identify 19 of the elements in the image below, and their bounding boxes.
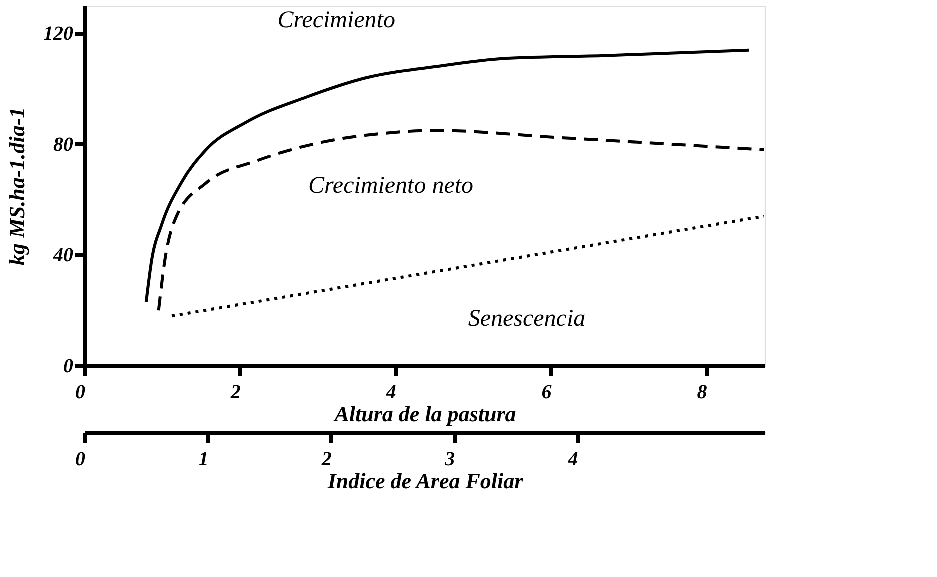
annotation: Crecimiento neto xyxy=(308,173,474,199)
x2-tick-label: 2 xyxy=(320,448,332,470)
x-axis-title: Altura de la pastura xyxy=(332,402,516,426)
y-tick-label: 0 xyxy=(64,356,74,378)
y-tick-label: 40 xyxy=(52,244,74,267)
x2-tick-label: 1 xyxy=(198,448,209,470)
line-series xyxy=(144,48,751,304)
x-tick-label: 8 xyxy=(697,382,708,404)
x-tick-label: 4 xyxy=(385,382,396,404)
y-tick-label: 80 xyxy=(54,134,74,156)
x-tick-label: 6 xyxy=(542,382,552,404)
annotation: Crecimiento xyxy=(278,7,396,34)
annotation: Senescencia xyxy=(468,306,586,332)
x-tick-label: 2 xyxy=(230,382,241,404)
x2-tick-label: 3 xyxy=(444,448,456,470)
y-tick-label: 120 xyxy=(44,23,74,46)
x2-tick-label: 4 xyxy=(567,448,578,470)
y-axis-title: kg MS.ha-1.dia-1 xyxy=(4,107,30,266)
x2-axis-title: Indice de Area Foliar xyxy=(326,468,524,494)
